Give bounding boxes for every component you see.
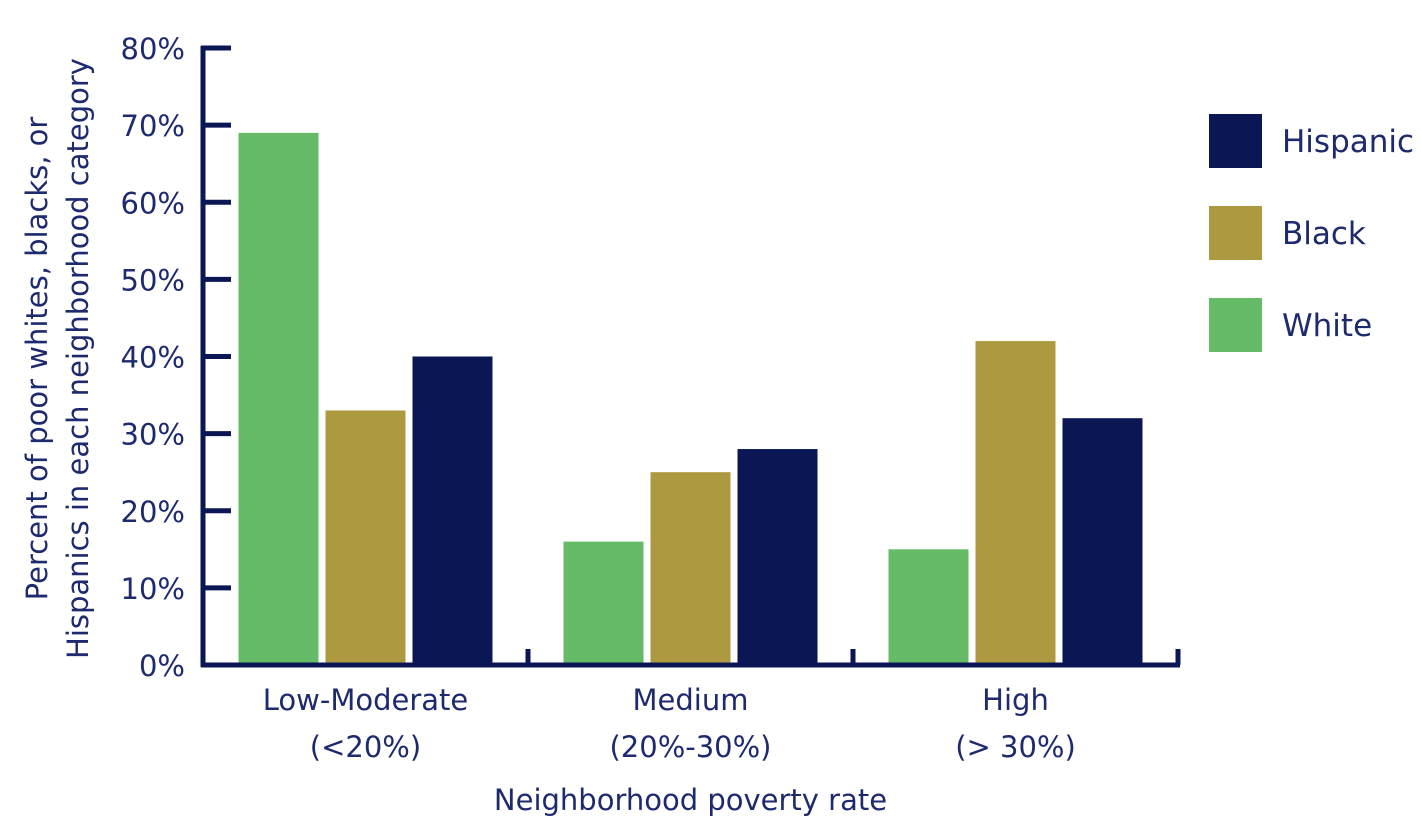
bar-white-2 [888, 549, 969, 665]
bar-black-0 [325, 410, 406, 665]
x-axis-categories: Low-Moderate (<20%) Medium (20%-30%) High (> … [263, 683, 1076, 764]
y-tick-label: 50% [121, 263, 185, 297]
legend-label-black: Black [1282, 216, 1366, 252]
x-category-sublabel: (20%-30%) [609, 730, 771, 764]
legend-swatch-hispanic [1209, 114, 1262, 168]
legend-swatch-white [1209, 298, 1262, 352]
axes [200, 46, 1181, 668]
bar-black-1 [650, 472, 731, 665]
bar-hispanic-2 [1062, 418, 1143, 665]
bar-white-1 [563, 541, 644, 665]
y-tick-label: 30% [121, 418, 185, 452]
bars [238, 132, 1143, 665]
bar-black-2 [975, 341, 1056, 665]
x-category-label: High [982, 683, 1049, 717]
y-tick-label: 0% [139, 649, 185, 683]
y-axis-title-line: Percent of poor whites, blacks, or [20, 117, 54, 601]
bar-hispanic-0 [412, 356, 493, 665]
x-category-label: Medium [633, 683, 749, 717]
y-tick-label: 40% [121, 341, 185, 375]
legend-label-hispanic: Hispanic [1282, 124, 1414, 160]
x-category-sublabel: (> 30%) [955, 730, 1076, 764]
y-axis-ticks: 0% 10% 20% 30% 40% 50% 60% 70% 80% [121, 32, 231, 683]
bar-white-0 [238, 132, 319, 665]
y-axis-title-line: Hispanics in each neighborhood category [61, 58, 95, 659]
y-tick-label: 60% [121, 186, 185, 220]
bar-hispanic-1 [737, 449, 818, 665]
x-category-label: Low-Moderate [263, 683, 469, 717]
legend-swatch-black [1209, 206, 1262, 260]
legend-label-white: White [1282, 308, 1372, 344]
y-tick-label: 80% [121, 32, 185, 66]
y-axis-title: Percent of poor whites, blacks, or Hispan… [20, 58, 95, 659]
x-axis-title: Neighborhood poverty rate [494, 783, 887, 817]
y-tick-label: 10% [121, 572, 185, 606]
y-tick-label: 20% [121, 495, 185, 529]
x-category-sublabel: (<20%) [310, 730, 421, 764]
legend: Hispanic Black White [1209, 114, 1414, 352]
y-tick-label: 70% [121, 109, 185, 143]
